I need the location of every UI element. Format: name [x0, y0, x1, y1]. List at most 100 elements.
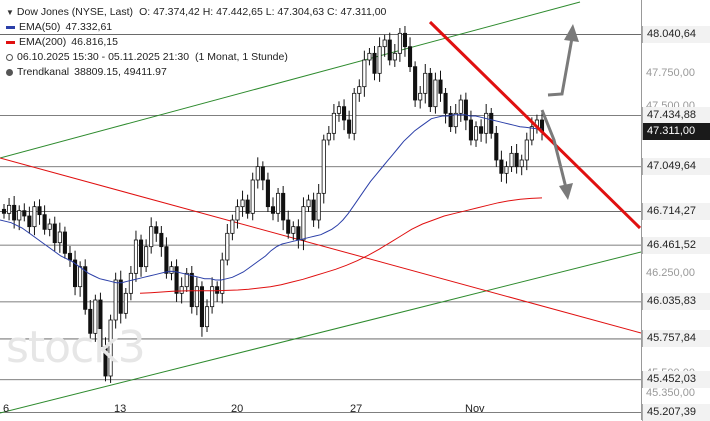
candle-body-40 [204, 306, 210, 328]
candle-body-52 [265, 179, 270, 208]
date-tick-label: 27 [350, 403, 363, 415]
channel-lower-line [0, 251, 642, 414]
candle-body-20 [103, 346, 108, 377]
candle-body-24 [123, 292, 128, 314]
watermark-logo: stock3 [6, 322, 146, 373]
clock-icon [6, 54, 13, 61]
candle-body-101 [514, 152, 519, 168]
date-tick-label: Nov [465, 403, 485, 415]
candle-body-102 [519, 159, 524, 168]
candle-body-79 [402, 32, 408, 48]
candle-body-19 [98, 299, 103, 348]
candle-body-59 [301, 206, 306, 241]
ema200-line [139, 197, 543, 294]
date-tick-label: 20 [231, 403, 244, 415]
candle-body-90 [458, 99, 463, 114]
collapse-caret-icon[interactable]: ▼ [6, 8, 14, 17]
candle-body-73 [372, 52, 377, 74]
date-tick-label: 6 [3, 403, 10, 415]
candle-body-85 [433, 79, 438, 108]
legend-period-row: 06.10.2025 15:30 - 05.11.2025 21:30 (1 M… [6, 50, 386, 65]
candle-body-56 [286, 219, 291, 234]
price-tick-label: 46.461,52 [642, 236, 710, 254]
price-tick-label: 47.049,64 [642, 158, 710, 176]
candle-body-21 [108, 319, 113, 377]
candle-body-13 [67, 252, 73, 261]
candle-body-82 [418, 92, 423, 101]
price-tick-label: 48.040,64 [642, 26, 710, 44]
price-tick-label: 45.757,84 [642, 330, 710, 348]
candle-body-81 [413, 66, 418, 101]
arrow-down-path [540, 109, 568, 189]
candle-body-15 [78, 266, 83, 288]
candle-body-58 [296, 226, 301, 241]
ema200-label: EMA(200) [19, 36, 67, 48]
candle-body-91 [463, 99, 468, 121]
candle-body-31 [159, 232, 164, 248]
date-tick-label: 13 [114, 403, 127, 415]
candle-body-88 [448, 112, 453, 128]
price-tick-label: 45.350,00 [646, 386, 695, 399]
candle-body-53 [270, 206, 276, 214]
candle-body-86 [438, 79, 443, 94]
price-tick-label: 46.250,00 [646, 266, 695, 279]
candle-body-55 [281, 192, 286, 221]
candle-body-57 [291, 226, 296, 234]
candle-body-60 [306, 199, 311, 208]
candle-body-8 [42, 214, 47, 230]
candle-body-54 [276, 192, 281, 214]
candle-body-14 [73, 259, 78, 288]
price-tick-label: 46.035,83 [642, 293, 710, 311]
candle-body-71 [362, 59, 367, 88]
ema200-value: 46.816,15 [71, 36, 118, 48]
candle-body-1 [7, 204, 12, 214]
candle-body-16 [83, 266, 88, 310]
legend-ema50-row: EMA(50) 47.332,61 [6, 20, 386, 35]
ema50-label: EMA(50) [19, 21, 61, 33]
instrument-name: Dow Jones (NYSE, Last) [16, 6, 134, 18]
period-range: 06.10.2025 15:30 - 05.11.2025 21:30 [17, 51, 190, 63]
long-red-trendline [0, 157, 642, 334]
arrow-up-head [564, 24, 579, 42]
candle-body-11 [57, 231, 62, 244]
arrow-down-head [559, 183, 573, 200]
candle-body-10 [52, 223, 57, 244]
candle-body-75 [382, 39, 387, 48]
candle-body-76 [387, 39, 392, 61]
candle-body-65 [331, 112, 336, 134]
candle-body-38 [194, 286, 199, 308]
candle-body-66 [336, 106, 342, 114]
price-tick-label: 45.207,39 [642, 403, 710, 421]
ema50-line [0, 114, 543, 284]
candle-body-29 [149, 226, 154, 248]
candle-body-50 [255, 166, 260, 181]
candle-body-104 [529, 126, 534, 141]
candle-body-49 [250, 179, 255, 214]
candle-body-4 [22, 210, 27, 217]
candle-body-30 [154, 226, 159, 234]
candle-body-0 [1, 208, 7, 214]
candle-body-77 [392, 52, 397, 61]
candle-body-39 [199, 286, 204, 328]
legend-instrument-row: ▼ Dow Jones (NYSE, Last) O: 47.374,42 H:… [6, 5, 386, 20]
candle-body-36 [184, 272, 189, 288]
candle-body-17 [88, 308, 93, 334]
candle-body-3 [17, 210, 22, 221]
candle-body-45 [230, 219, 235, 234]
candle-body-5 [27, 215, 32, 228]
price-tick-label: 47.311,00 [642, 123, 710, 141]
price-axis-divider [641, 0, 642, 420]
candle-body-22 [113, 279, 118, 321]
price-tick-label: 46.714,27 [642, 202, 710, 220]
candle-body-33 [169, 266, 174, 274]
candle-body-69 [352, 92, 357, 134]
candle-body-42 [215, 286, 220, 294]
candle-body-97 [494, 132, 499, 161]
candle-body-63 [321, 139, 326, 194]
candle-body-6 [32, 206, 37, 228]
candle-body-51 [260, 166, 265, 181]
candle-body-9 [47, 223, 52, 230]
candle-body-72 [367, 52, 372, 61]
legend-channel-row: Trendkanal 38809.15, 49411.97 [6, 65, 386, 80]
